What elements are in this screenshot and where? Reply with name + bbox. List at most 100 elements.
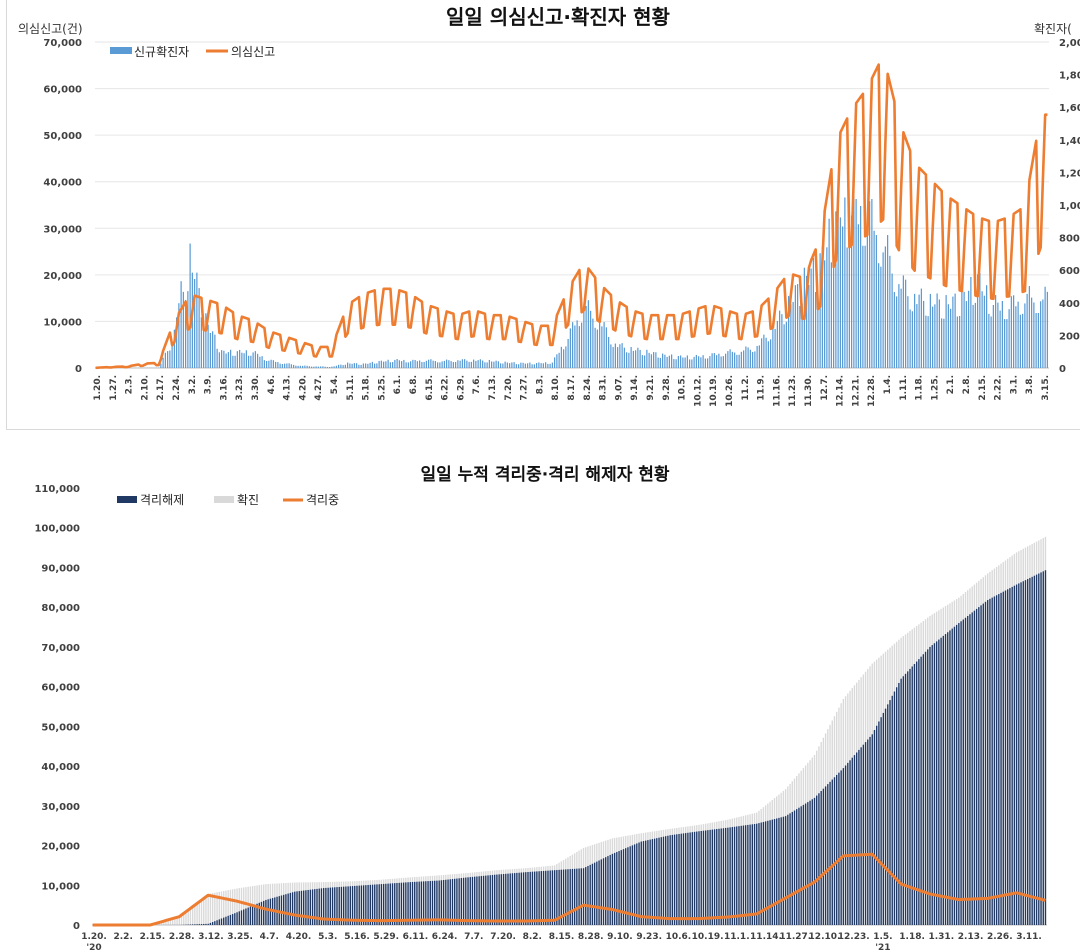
- confirmed-bar: [925, 315, 927, 368]
- x-tick-label: 9.14.: [630, 375, 640, 401]
- released-bar: [602, 858, 605, 925]
- y-tick-label: 60,000: [41, 683, 80, 694]
- released-bar: [776, 818, 778, 925]
- released-bar: [660, 837, 662, 925]
- confirmed-bar: [691, 359, 693, 368]
- confirmed-bar: [815, 292, 817, 368]
- chart-title: 일일 누적 격리중·격리 해제자 현황: [420, 465, 669, 485]
- confirmed-bar: [254, 351, 256, 368]
- confirmed-bar: [884, 246, 886, 368]
- confirmed-bar: [907, 296, 909, 368]
- released-bar: [935, 641, 938, 925]
- right-y-ticks: 2,00 1,80 1,60 1,40 1,20 1,00 800 600 400 200 0: [1059, 38, 1080, 375]
- released-bar: [842, 768, 845, 925]
- released-bar: [882, 712, 885, 925]
- x-tick-label: 11.23.: [788, 375, 798, 407]
- x-tick-label: 10.5.: [678, 375, 688, 401]
- confirmed-bar: [817, 290, 819, 368]
- confirmed-bar: [648, 352, 650, 368]
- x-tick-label: 9.28.: [662, 375, 672, 401]
- confirmed-bar: [160, 921, 163, 925]
- released-bar: [1031, 576, 1033, 925]
- released-bar: [689, 832, 691, 925]
- released-bar: [549, 870, 551, 925]
- confirmed-bar: [554, 357, 556, 368]
- released-bar: [576, 868, 578, 925]
- released-bar: [203, 923, 205, 925]
- released-bar: [720, 828, 722, 925]
- released-bar: [844, 765, 847, 925]
- confirmed-bar: [630, 346, 632, 368]
- confirmed-bar: [1037, 312, 1039, 368]
- confirmed-bar: [293, 364, 295, 368]
- confirmed-bar: [727, 351, 729, 368]
- confirmed-bar: [205, 313, 207, 368]
- released-bar: [1002, 591, 1004, 925]
- confirmed-bar: [167, 919, 169, 925]
- released-bar: [489, 875, 491, 925]
- x-tick-label: 3.11.: [1016, 932, 1042, 942]
- released-bar: [998, 594, 1000, 925]
- confirmed-bar: [558, 352, 560, 368]
- confirmed-bar: [211, 893, 214, 925]
- confirmed-bar: [740, 351, 742, 368]
- confirmed-bar: [518, 364, 520, 368]
- released-bar: [924, 651, 927, 925]
- legend-label-reports: 의심신고: [231, 45, 275, 59]
- released-bar: [191, 924, 194, 925]
- confirmed-bar: [871, 199, 873, 368]
- confirmed-bar: [221, 350, 223, 368]
- confirmed-bar: [979, 272, 981, 368]
- x-tick-label: 4.27.: [314, 375, 324, 401]
- confirmed-bar: [754, 351, 756, 368]
- confirmed-bar: [882, 252, 884, 368]
- confirmed-bar: [799, 306, 801, 368]
- x-tick-label: 3.16.: [219, 375, 229, 401]
- y-tick-label: 50,000: [41, 722, 80, 733]
- confirmed-bar: [497, 361, 499, 368]
- confirmed-bar: [295, 365, 297, 368]
- isolation-chart: 일일 누적 격리중·격리 해제자 현황 110,000 100,000 90,000…: [34, 465, 1047, 952]
- confirmed-bar: [214, 892, 216, 925]
- released-bar: [738, 826, 740, 925]
- confirmed-bar: [1024, 303, 1026, 368]
- released-bar: [1035, 574, 1038, 925]
- confirmed-bar: [1010, 296, 1012, 368]
- confirmed-bar: [711, 353, 713, 368]
- released-bar: [840, 770, 842, 925]
- confirmed-bar: [236, 351, 238, 368]
- confirmed-bar: [218, 891, 220, 925]
- confirmed-bar: [547, 363, 549, 368]
- x-tick-label: 2.17.: [156, 375, 166, 401]
- confirmed-bar: [959, 315, 961, 368]
- confirmed-bar: [821, 246, 823, 368]
- confirmed-bar: [180, 914, 183, 925]
- released-bar: [927, 649, 929, 925]
- confirmed-bar: [943, 318, 945, 368]
- released-bar: [269, 898, 272, 925]
- confirmed-bar: [207, 324, 209, 368]
- confirmed-bar: [250, 355, 252, 368]
- x-tick-label: 7.27.: [520, 375, 530, 401]
- released-bar: [867, 739, 869, 925]
- released-bar: [918, 659, 920, 925]
- released-bar: [869, 736, 871, 925]
- x-tick-label: 3.23.: [235, 375, 245, 401]
- released-bar: [358, 885, 360, 925]
- confirmed-bar: [801, 303, 803, 368]
- x-tick-label: 8.3.: [535, 375, 545, 394]
- x-tick-label: 6.24.: [432, 932, 458, 942]
- released-bar: [229, 914, 232, 925]
- x-tick-label: 11.1.: [724, 932, 750, 942]
- confirmed-bar: [878, 263, 880, 368]
- confirmed-bar: [844, 197, 846, 368]
- confirmed-bar: [788, 296, 790, 368]
- confirmed-bar: [407, 362, 409, 368]
- released-bar: [1022, 581, 1024, 925]
- confirmed-bar: [443, 360, 445, 368]
- released-bar: [467, 877, 469, 925]
- released-bar: [722, 828, 725, 925]
- confirmed-bar: [970, 276, 972, 368]
- confirmed-bar: [972, 304, 974, 368]
- released-bar: [396, 883, 398, 925]
